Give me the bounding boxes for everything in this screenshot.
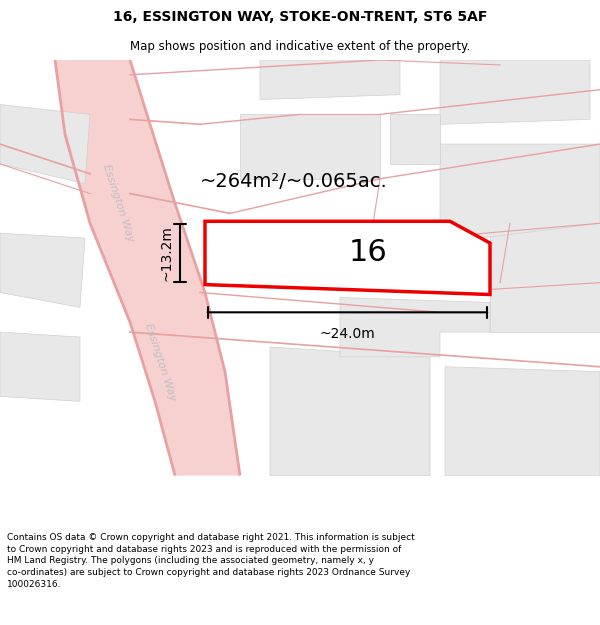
Text: Essington Way: Essington Way — [143, 322, 178, 402]
Polygon shape — [205, 221, 490, 294]
Polygon shape — [440, 144, 600, 243]
Polygon shape — [55, 60, 240, 476]
Polygon shape — [440, 60, 590, 124]
Polygon shape — [0, 332, 80, 401]
Polygon shape — [445, 367, 600, 476]
Text: 16, ESSINGTON WAY, STOKE-ON-TRENT, ST6 5AF: 16, ESSINGTON WAY, STOKE-ON-TRENT, ST6 5… — [113, 10, 487, 24]
Text: ~264m²/~0.065ac.: ~264m²/~0.065ac. — [200, 173, 388, 191]
Polygon shape — [260, 60, 400, 99]
Polygon shape — [0, 233, 85, 308]
Polygon shape — [490, 223, 600, 332]
Text: 16: 16 — [349, 239, 388, 268]
Text: Map shows position and indicative extent of the property.: Map shows position and indicative extent… — [130, 40, 470, 53]
Polygon shape — [340, 298, 490, 357]
Text: Contains OS data © Crown copyright and database right 2021. This information is : Contains OS data © Crown copyright and d… — [7, 533, 415, 589]
Polygon shape — [390, 114, 440, 164]
Polygon shape — [240, 114, 380, 179]
Polygon shape — [270, 347, 430, 476]
Polygon shape — [0, 104, 90, 184]
Text: ~13.2m: ~13.2m — [160, 225, 174, 281]
Text: Essington Way: Essington Way — [101, 163, 136, 244]
Text: ~24.0m: ~24.0m — [320, 327, 376, 341]
